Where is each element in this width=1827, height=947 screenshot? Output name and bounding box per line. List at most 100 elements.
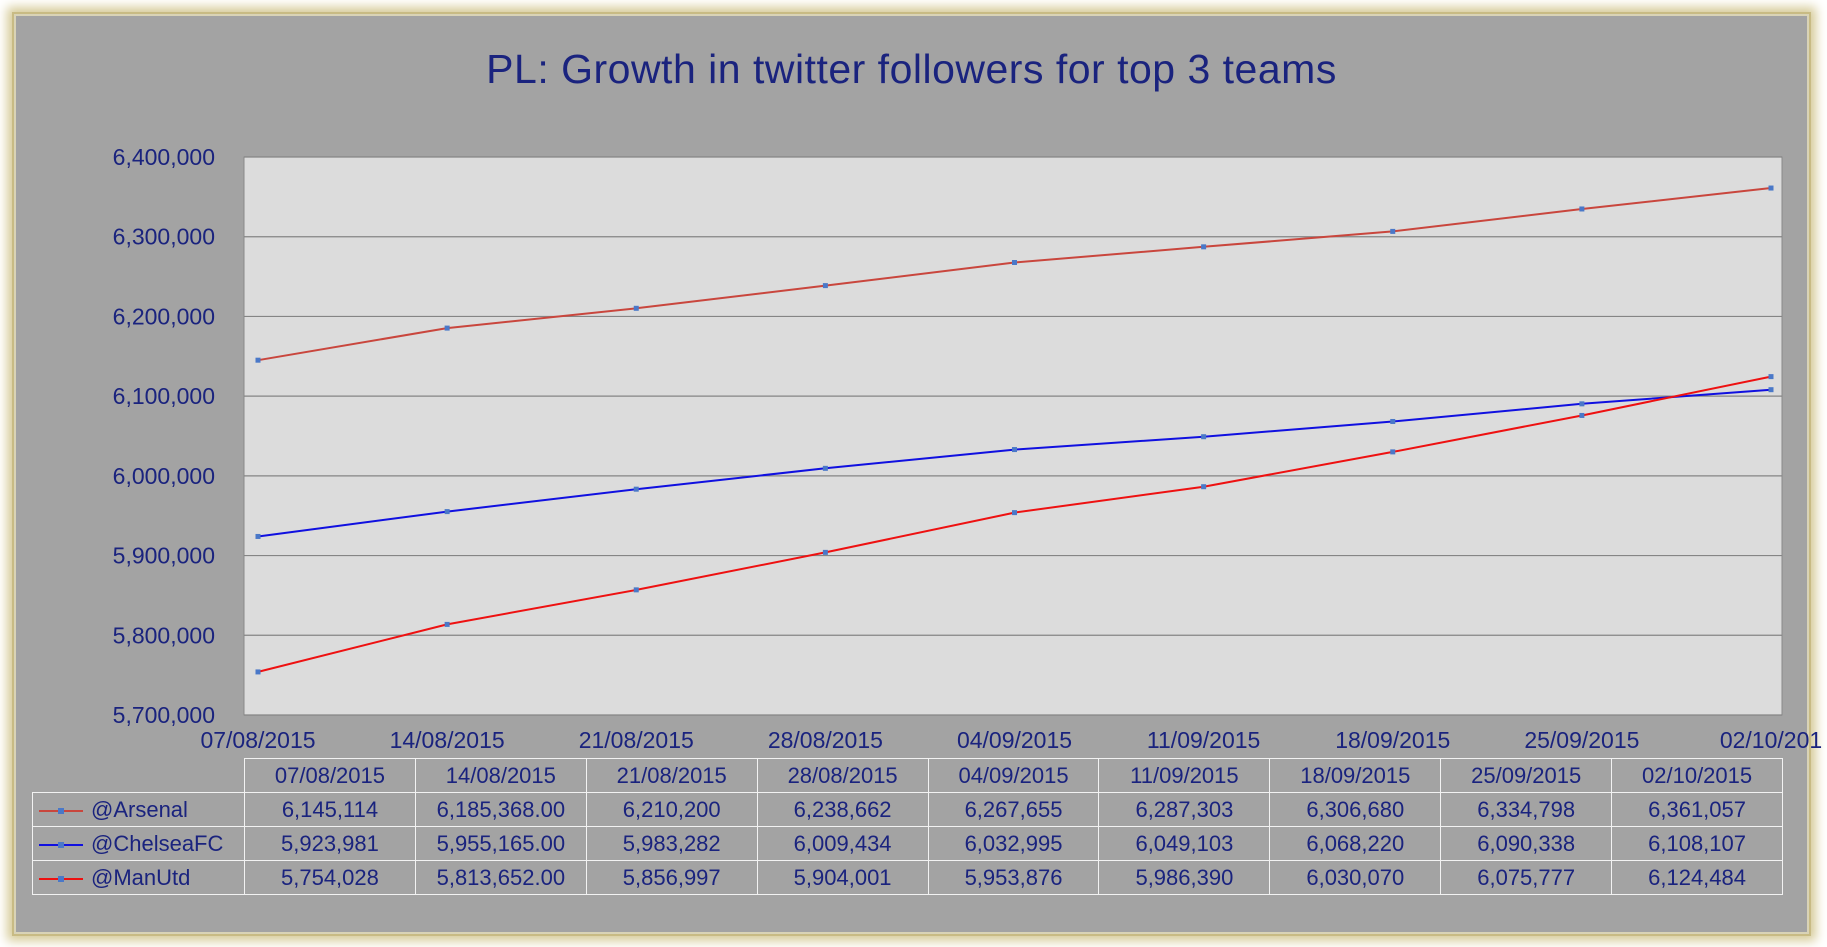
table-cell: 6,287,303 bbox=[1098, 792, 1271, 827]
data-table: 07/08/2015 14/08/2015 21/08/2015 28/08/2015… bbox=[32, 758, 1784, 895]
table-cell: 6,185,368.00 bbox=[414, 792, 587, 827]
data-point bbox=[1012, 510, 1017, 516]
data-point bbox=[1012, 447, 1017, 453]
x-axis-ticks: 07/08/2015 14/08/2015 21/08/2015 28/08/2015… bbox=[200, 727, 1822, 753]
table-cell: 6,049,103 bbox=[1098, 826, 1271, 861]
legend-line-icon bbox=[39, 805, 83, 817]
x-tick-label: 28/08/2015 bbox=[768, 727, 883, 753]
table-header-cell: 07/08/2015 bbox=[244, 758, 416, 793]
data-point bbox=[255, 669, 261, 675]
data-point bbox=[1768, 387, 1774, 393]
data-point bbox=[444, 621, 450, 627]
data-point bbox=[1768, 374, 1774, 380]
x-tick-label: 14/08/2015 bbox=[390, 727, 505, 753]
data-point bbox=[1768, 185, 1774, 191]
table-corner bbox=[33, 759, 245, 793]
y-tick-label: 6,000,000 bbox=[113, 463, 215, 489]
data-point bbox=[1012, 259, 1017, 265]
data-point bbox=[822, 283, 828, 289]
data-point bbox=[444, 325, 450, 331]
table-header-cell: 25/09/2015 bbox=[1440, 758, 1613, 793]
legend-line-icon bbox=[39, 839, 83, 851]
data-point bbox=[444, 509, 450, 515]
data-point bbox=[822, 549, 828, 555]
y-tick-label: 6,100,000 bbox=[113, 383, 215, 409]
table-cell: 5,754,028 bbox=[244, 860, 416, 895]
x-tick-label: 11/09/2015 bbox=[1147, 727, 1260, 753]
table-row: @Arsenal 6,145,114 6,185,368.00 6,210,200 6,… bbox=[32, 792, 1784, 827]
x-tick-label: 07/08/2015 bbox=[200, 727, 315, 753]
table-header-cell: 18/09/2015 bbox=[1269, 758, 1442, 793]
table-header-cell: 02/10/2015 bbox=[1611, 758, 1784, 793]
table-cell: 6,210,200 bbox=[585, 792, 758, 827]
y-tick-label: 5,700,000 bbox=[113, 702, 215, 728]
data-point bbox=[1390, 228, 1396, 234]
y-axis-ticks: 5,700,000 5,800,000 5,900,000 6,000,000 6,10… bbox=[113, 144, 215, 728]
y-tick-label: 6,300,000 bbox=[113, 224, 215, 250]
table-cell: 5,923,981 bbox=[244, 826, 416, 861]
gridlines bbox=[244, 156, 1782, 716]
data-point bbox=[1201, 244, 1207, 250]
data-point bbox=[633, 486, 639, 492]
x-tick-label: 25/09/2015 bbox=[1524, 727, 1639, 753]
data-point bbox=[255, 357, 261, 363]
data-point bbox=[1390, 449, 1396, 455]
data-point bbox=[255, 533, 261, 539]
table-row: @ManUtd 5,754,028 5,813,652.00 5,856,997 5,9… bbox=[32, 860, 1784, 895]
data-point bbox=[1390, 418, 1396, 424]
series-lines bbox=[255, 185, 1774, 675]
x-tick-label: 18/09/2015 bbox=[1335, 727, 1450, 753]
table-row: @ChelseaFC 5,923,981 5,955,165.00 5,983,282… bbox=[32, 826, 1784, 861]
table-cell: 5,904,001 bbox=[756, 860, 929, 895]
legend-line-icon bbox=[39, 873, 83, 885]
table-header-cell: 14/08/2015 bbox=[414, 758, 587, 793]
series-legend-cell: @Arsenal bbox=[32, 792, 245, 827]
chart-title: PL: Growth in twitter followers for top … bbox=[486, 46, 1337, 92]
table-cell: 6,108,107 bbox=[1611, 826, 1784, 861]
table-header-cell: 04/09/2015 bbox=[927, 758, 1100, 793]
table-header-row: 07/08/2015 14/08/2015 21/08/2015 28/08/2015… bbox=[33, 758, 1784, 793]
table-cell: 6,238,662 bbox=[756, 792, 929, 827]
data-point bbox=[1579, 412, 1585, 418]
table-cell: 6,124,484 bbox=[1611, 860, 1784, 895]
series-name: @ManUtd bbox=[91, 864, 191, 890]
data-point bbox=[822, 465, 828, 471]
series-name: @ChelseaFC bbox=[91, 830, 224, 856]
table-header-cell: 28/08/2015 bbox=[756, 758, 929, 793]
table-cell: 6,032,995 bbox=[927, 826, 1100, 861]
x-tick-label: 04/09/2015 bbox=[957, 727, 1072, 753]
data-point bbox=[1201, 434, 1207, 440]
data-point bbox=[633, 305, 639, 311]
table-cell: 6,306,680 bbox=[1269, 792, 1442, 827]
table-cell: 6,009,434 bbox=[756, 826, 929, 861]
plot-area bbox=[243, 156, 1783, 716]
y-tick-label: 6,400,000 bbox=[113, 144, 215, 170]
data-point bbox=[1201, 484, 1207, 490]
table-cell: 6,075,777 bbox=[1440, 860, 1613, 895]
series-name: @Arsenal bbox=[91, 796, 188, 822]
table-cell: 5,813,652.00 bbox=[414, 860, 587, 895]
table-header-cell: 21/08/2015 bbox=[585, 758, 758, 793]
series-legend-cell: @ManUtd bbox=[32, 860, 245, 895]
x-tick-label: 02/10/201 bbox=[1720, 727, 1822, 753]
table-cell: 5,856,997 bbox=[585, 860, 758, 895]
x-tick-label: 21/08/2015 bbox=[579, 727, 694, 753]
table-cell: 6,334,798 bbox=[1440, 792, 1613, 827]
data-point bbox=[633, 587, 639, 593]
table-cell: 5,986,390 bbox=[1098, 860, 1271, 895]
series-legend-cell: @ChelseaFC bbox=[32, 826, 245, 861]
table-cell: 5,983,282 bbox=[585, 826, 758, 861]
table-cell: 6,145,114 bbox=[244, 792, 416, 827]
table-cell: 5,955,165.00 bbox=[414, 826, 587, 861]
table-cell: 6,068,220 bbox=[1269, 826, 1442, 861]
table-cell: 6,030,070 bbox=[1269, 860, 1442, 895]
data-point bbox=[1579, 206, 1585, 212]
table-header-cell: 11/09/2015 bbox=[1098, 758, 1271, 793]
table-cell: 5,953,876 bbox=[927, 860, 1100, 895]
table-cell: 6,267,655 bbox=[927, 792, 1100, 827]
table-cell: 6,090,338 bbox=[1440, 826, 1613, 861]
y-tick-label: 5,800,000 bbox=[113, 622, 215, 648]
data-point bbox=[1579, 401, 1585, 407]
table-cell: 6,361,057 bbox=[1611, 792, 1784, 827]
